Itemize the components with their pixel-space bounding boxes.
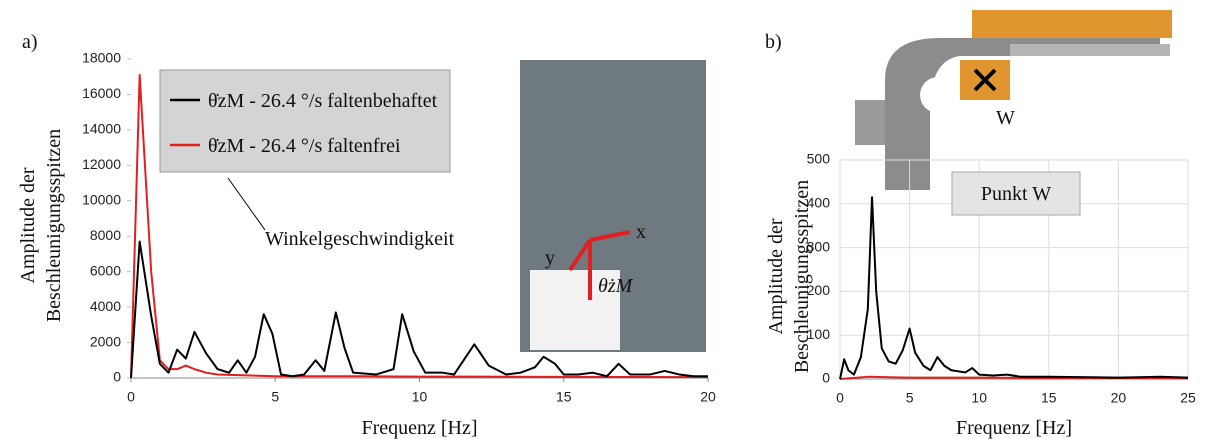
inset-label: θ̇zM (598, 275, 634, 297)
y-tick-label: 0 (822, 370, 830, 386)
series-line (839, 196, 1189, 380)
x-tick-label: 15 (1041, 390, 1057, 406)
series-line (130, 73, 709, 379)
x-tick-label: 0 (127, 389, 135, 405)
y-axis-label: Beschleunigungsspitzen (791, 180, 813, 373)
x-tick-label: 10 (971, 390, 987, 406)
x-tick-label: 20 (1111, 390, 1127, 406)
y-tick-label: 14000 (82, 121, 121, 137)
point-label: W (996, 107, 1015, 129)
annotation: Punkt W (981, 183, 1051, 205)
y-tick-label: 500 (807, 151, 831, 167)
y-axis-label: Amplitude der (765, 218, 787, 334)
x-axis-label: Frequenz [Hz] (361, 417, 477, 439)
x-tick-label: 5 (271, 389, 279, 405)
inset-label: y (545, 247, 555, 269)
y-tick-label: 200 (807, 282, 831, 298)
legend-label: θ̇zM - 26.4 °/s faltenfrei (208, 135, 401, 157)
annotation: Winkelgeschwindigkeit (265, 228, 455, 250)
y-tick-label: 4000 (90, 298, 121, 314)
y-tick-label: 12000 (82, 156, 121, 172)
x-tick-label: 15 (556, 389, 572, 405)
y-axis-label: Amplitude der (17, 167, 39, 283)
y-tick-label: 10000 (82, 191, 121, 207)
x-tick-label: 5 (906, 390, 914, 406)
part-drawing (855, 10, 1172, 190)
inset-photo-part (530, 270, 620, 350)
y-axis-label: Beschleunigungsspitzen (43, 129, 65, 322)
y-tick-label: 8000 (90, 227, 121, 243)
legend-box (159, 69, 451, 173)
y-tick-label: 18000 (82, 50, 121, 66)
y-tick-label: 400 (807, 195, 831, 211)
x-tick-label: 25 (1180, 390, 1196, 406)
x-axis-label: Frequenz [Hz] (956, 417, 1072, 439)
y-tick-label: 2000 (90, 333, 121, 349)
panel-label: a) (22, 31, 38, 53)
legend-label: θ̇zM - 26.4 °/s faltenbehaftet (208, 90, 438, 112)
y-tick-label: 0 (113, 369, 121, 385)
x-tick-label: 20 (700, 389, 716, 405)
annotation-box (951, 171, 1081, 216)
inset-label: x (636, 221, 646, 243)
x-tick-label: 10 (412, 389, 428, 405)
annotation-leader (227, 177, 266, 231)
panel-label: b) (765, 31, 782, 53)
y-tick-label: 6000 (90, 262, 121, 278)
x-tick-label: 0 (836, 390, 844, 406)
inset-arrows (568, 230, 631, 300)
legend: θ̇zM - 26.4 °/s faltenbehaftet θ̇zM - 26.… (159, 69, 451, 173)
y-tick-label: 300 (807, 238, 831, 254)
y-tick-label: 16000 (82, 85, 121, 101)
y-tick-label: 100 (807, 326, 831, 342)
series-line (130, 240, 708, 379)
